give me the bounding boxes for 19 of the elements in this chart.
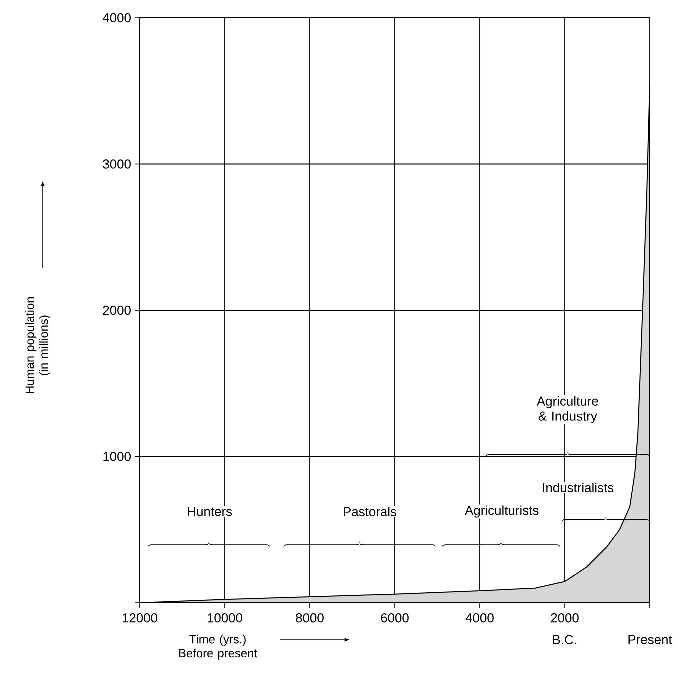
x-tick-label: 6000	[381, 614, 409, 623]
x-tick-label: 4000	[466, 614, 494, 623]
y-tick-label: 1000	[104, 452, 131, 462]
x-tick-label: 10000	[208, 614, 242, 623]
text: Present	[628, 635, 672, 644]
text: B.C.	[553, 635, 576, 644]
y-axis-title: Human population (in millions)	[25, 298, 51, 394]
x-tick-label: 12000	[122, 614, 158, 623]
annotation: Agriculture & Industry	[536, 396, 598, 424]
x-tick-label: 2000	[551, 614, 579, 623]
x-tick-label: 8000	[296, 614, 324, 623]
y-tick-label: 4000	[102, 13, 131, 23]
annotation: Industrialists	[543, 482, 614, 493]
y-tick-label: 2000	[103, 306, 131, 316]
x-axis-title: Time (yrs.) Before present	[179, 634, 258, 660]
y-tick-label: 3000	[103, 160, 131, 169]
annotation: Hunters	[188, 507, 232, 516]
annotation: Pastorals	[344, 506, 397, 516]
annotation: Agriculturists	[465, 506, 539, 518]
